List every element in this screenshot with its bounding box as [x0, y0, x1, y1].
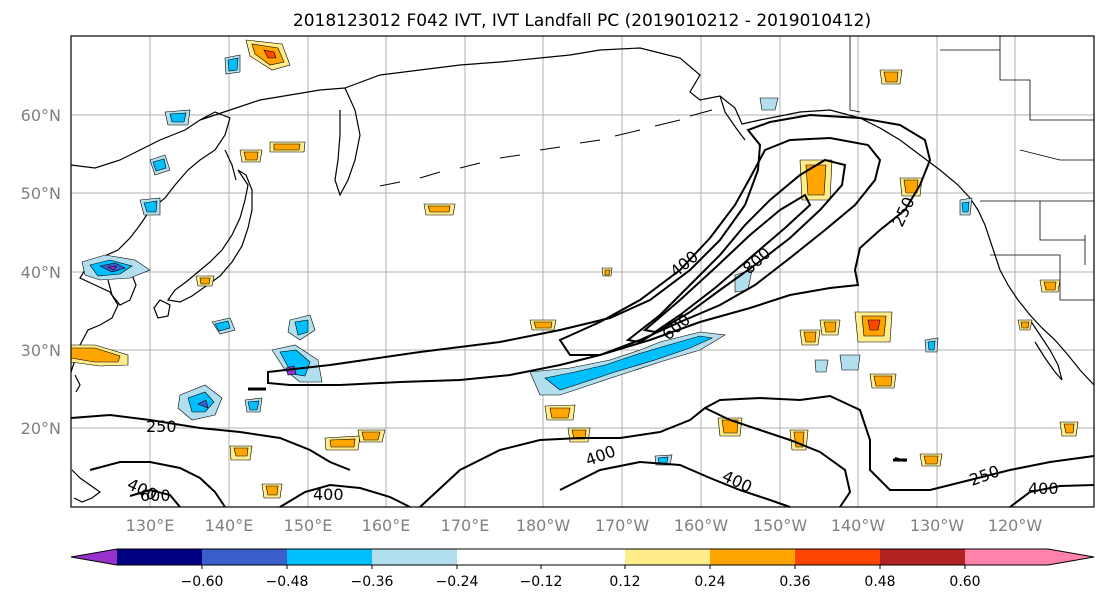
contour-label-400-south: 400 [313, 485, 344, 504]
colorbar-segment [710, 549, 795, 565]
na-west-coast [977, 209, 1095, 386]
lon-label: 140°W [831, 516, 886, 535]
ivt-contours [70, 113, 1095, 508]
japan-coast [166, 169, 253, 303]
map-title: 2018123012 F042 IVT, IVT Landfall PC (20… [293, 11, 871, 31]
colorbar-tick-label: −0.12 [520, 574, 563, 590]
lon-label: 170°W [595, 516, 650, 535]
longitude-labels: 130°E 140°E 150°E 160°E 170°E 180°W 170°… [126, 516, 1043, 535]
siberia-north-coast [344, 54, 571, 89]
contour-400-inner [559, 460, 791, 508]
contour-400-southwest [89, 461, 226, 508]
colorbar-tick-label: −0.48 [266, 574, 309, 590]
lon-label: 160°W [674, 516, 729, 535]
lat-label: 60°N [21, 106, 61, 125]
contour-400-far-southeast [1009, 484, 1095, 508]
contour-label-600-southwest: 600 [140, 486, 171, 505]
contour-250-jet [267, 113, 932, 386]
contour-loop-south [704, 407, 852, 508]
colorbar-segment [795, 549, 880, 565]
lon-label: 130°E [126, 516, 175, 535]
colorbar-segment [880, 549, 965, 565]
map-panel: 250 400 600 400 400 400 800 600 250 400 … [70, 35, 1095, 508]
kamchatka-coast [334, 87, 361, 197]
contour-250-southwest [70, 413, 351, 471]
contour-400-jet [558, 136, 882, 356]
lat-label: 20°N [21, 419, 61, 438]
colorbar-outline [70, 548, 1095, 566]
contour-400-south [279, 483, 411, 508]
lat-label: 40°N [21, 263, 61, 282]
kyushu-coast [153, 299, 171, 319]
colorbar-segment [287, 549, 372, 565]
lon-label: 170°E [441, 516, 490, 535]
gridlines [71, 36, 1094, 507]
colorbar-tick-label: −0.24 [436, 574, 479, 590]
baja-coast [1029, 319, 1063, 381]
colorbar-tick-label: 0.48 [864, 574, 895, 590]
contour-label-250-west: 250 [146, 417, 177, 436]
okhotsk-coast [199, 87, 346, 121]
sakhalin-coast [224, 149, 237, 181]
colorbar-segment [202, 549, 287, 565]
colorbar-tick-label: −0.36 [351, 574, 394, 590]
lat-label: 50°N [21, 184, 61, 203]
lon-label: 130°W [910, 516, 965, 535]
negative-anomalies [81, 54, 973, 466]
colorbar-tick-label: −0.60 [181, 574, 224, 590]
lon-label: 160°E [362, 516, 411, 535]
colorbar: −0.60 −0.48 −0.36 −0.24 −0.12 0.12 0.24 … [70, 548, 1095, 590]
map-frame [70, 35, 1095, 508]
positive-anomalies [70, 39, 1079, 499]
taiwan-coast [74, 374, 81, 393]
colorbar-tick-labels: −0.60 −0.48 −0.36 −0.24 −0.12 0.12 0.24 … [181, 574, 981, 590]
colorbar-extend-high [1048, 549, 1094, 565]
aleutian-islands [379, 109, 713, 187]
political-boundaries [849, 36, 1094, 301]
colorbar-segment [625, 549, 710, 565]
colorbar-segment [372, 549, 457, 565]
contour-600-jet [625, 158, 847, 344]
latitude-labels: 60°N 50°N 40°N 30°N 20°N [21, 106, 61, 438]
lon-label: 180°W [516, 516, 571, 535]
lat-label: 30°N [21, 341, 61, 360]
lon-label: 150°W [753, 516, 808, 535]
contour-800-jet [642, 193, 812, 334]
contour-label-400-far-southeast: 400 [1028, 479, 1059, 498]
colorbar-tick-label: 0.60 [949, 574, 980, 590]
alaska-coast [569, 47, 979, 211]
contour-600-southwest [129, 488, 181, 508]
colorbar-ticks [201, 565, 966, 569]
colorbar-tick-label: 0.12 [609, 574, 640, 590]
colorbar-segment [965, 549, 1048, 565]
colorbar-segment [457, 549, 625, 565]
alaska-peninsula [719, 95, 746, 141]
lon-label: 150°E [284, 516, 333, 535]
colorbar-tick-label: 0.24 [694, 574, 725, 590]
lon-label: 120°W [988, 516, 1043, 535]
philippines-coast [71, 469, 102, 503]
lon-label: 140°E [205, 516, 254, 535]
colorbar-tick-label: 0.36 [779, 574, 810, 590]
colorbar-segment [117, 549, 202, 565]
contour-400-mid [419, 394, 1095, 508]
colorbar-extend-low [71, 549, 117, 565]
